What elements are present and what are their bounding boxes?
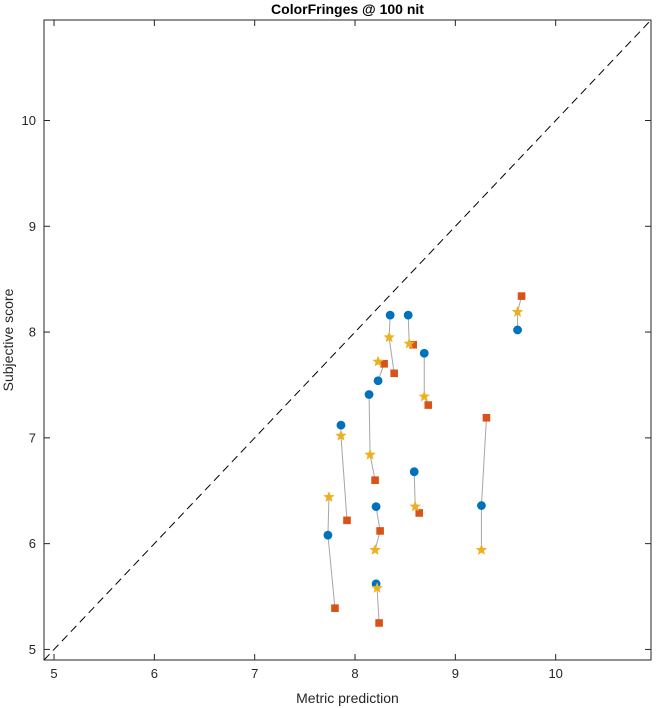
star-marker-1 xyxy=(335,429,347,441)
connector-line-6 xyxy=(388,315,395,374)
circle-marker-8 xyxy=(419,348,429,358)
y-tick-label: 10 xyxy=(22,113,36,128)
x-tick-label: 8 xyxy=(351,666,358,681)
circle-marker-10 xyxy=(477,501,486,510)
x-tick-label: 7 xyxy=(251,666,258,681)
square-marker-1 xyxy=(343,516,351,525)
circle-marker-1 xyxy=(336,420,346,430)
star-marker-4 xyxy=(364,448,376,460)
y-tick-label: 6 xyxy=(29,536,36,551)
circle-marker-11 xyxy=(513,325,522,335)
connector-line-10 xyxy=(480,417,487,550)
star-marker-9 xyxy=(409,500,421,512)
circle-marker-9 xyxy=(409,467,419,477)
square-marker-0 xyxy=(331,604,339,612)
square-marker-4 xyxy=(371,476,379,484)
y-tick-label: 7 xyxy=(29,430,36,445)
star-marker-5 xyxy=(372,355,384,367)
circle-marker-4 xyxy=(364,390,374,399)
y-axis-label: Subjective score xyxy=(0,288,16,391)
connector-line-0 xyxy=(327,497,336,609)
circle-marker-0 xyxy=(323,530,333,540)
square-marker-3 xyxy=(376,527,384,535)
plot-area-border xyxy=(43,19,652,661)
x-tick-label: 5 xyxy=(50,666,57,681)
star-marker-11 xyxy=(511,305,524,317)
star-marker-2 xyxy=(371,582,383,593)
square-marker-2 xyxy=(375,619,383,627)
tick-layer: 5 6 7 8 9 10 5 6 7 8 9 10 xyxy=(22,20,651,681)
y-tick-label: 9 xyxy=(29,219,36,234)
square-marker-11 xyxy=(517,292,526,300)
x-axis-label: Metric prediction xyxy=(296,690,399,706)
square-marker-9 xyxy=(415,509,424,517)
connector-layer xyxy=(327,295,523,624)
square-marker-5 xyxy=(380,360,388,368)
x-tick-label: 6 xyxy=(151,666,158,681)
circle-marker-3 xyxy=(371,502,381,512)
square-marker-8 xyxy=(424,401,433,409)
marker-layer xyxy=(323,292,526,627)
y-tick-label: 5 xyxy=(29,642,36,657)
star-marker-6 xyxy=(383,331,395,343)
star-marker-3 xyxy=(369,543,381,555)
x-tick-label: 9 xyxy=(452,666,459,681)
y-tick-label: 8 xyxy=(29,325,36,340)
connector-line-4 xyxy=(368,394,376,481)
circle-marker-5 xyxy=(373,376,383,386)
square-marker-10 xyxy=(482,413,491,422)
star-marker-7 xyxy=(403,337,415,349)
square-marker-6 xyxy=(390,369,398,378)
star-marker-0 xyxy=(323,491,335,502)
square-marker-7 xyxy=(409,340,418,349)
circle-marker-7 xyxy=(403,310,413,320)
reference-line-layer xyxy=(43,19,652,661)
chart-title: ColorFringes @ 100 nit xyxy=(271,1,424,17)
circle-marker-6 xyxy=(385,310,395,320)
identity-reference-line xyxy=(43,19,652,661)
x-tick-label: 10 xyxy=(548,666,562,681)
star-marker-10 xyxy=(475,543,488,555)
star-marker-8 xyxy=(418,390,430,402)
